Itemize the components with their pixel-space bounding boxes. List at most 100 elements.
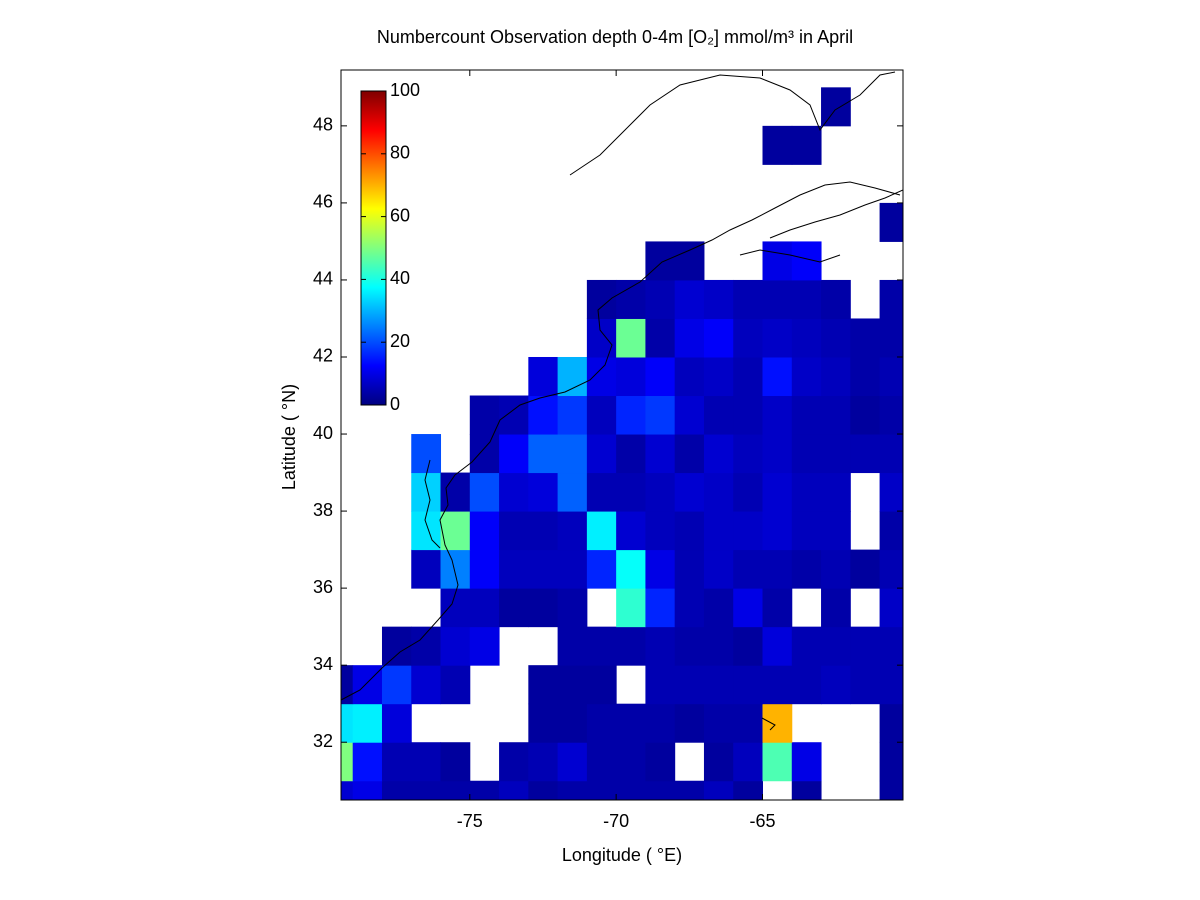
cell xyxy=(791,472,822,512)
cell xyxy=(499,511,529,551)
cell xyxy=(528,511,559,551)
colorbar-tick-label: 80 xyxy=(390,143,410,163)
cell xyxy=(703,511,734,551)
cell xyxy=(557,665,588,705)
cell xyxy=(821,626,851,666)
cell xyxy=(703,395,734,435)
cell xyxy=(645,742,676,782)
cell xyxy=(821,549,851,589)
cell xyxy=(821,87,851,127)
x-tick-label: -70 xyxy=(603,811,629,831)
y-tick-label: 40 xyxy=(313,423,333,443)
cell xyxy=(879,356,903,397)
cell xyxy=(499,549,529,589)
cell xyxy=(674,434,705,474)
cell xyxy=(499,780,529,800)
cell xyxy=(733,703,763,743)
cell xyxy=(440,780,471,800)
cell xyxy=(879,472,903,512)
cell xyxy=(733,742,763,782)
cell xyxy=(674,395,705,435)
cell xyxy=(674,549,705,589)
cell xyxy=(879,549,903,589)
cell xyxy=(703,549,734,589)
cell xyxy=(469,395,500,435)
cell xyxy=(791,665,822,705)
cell xyxy=(674,780,705,800)
cell xyxy=(616,703,646,743)
cell xyxy=(645,588,676,628)
cell xyxy=(411,549,442,589)
cell xyxy=(733,318,763,358)
colorbar-tick-label: 40 xyxy=(390,268,410,288)
cell xyxy=(762,395,793,435)
cell xyxy=(791,780,822,800)
cell xyxy=(440,549,471,589)
y-axis-label: Latitude ( °N) xyxy=(279,384,299,490)
cell xyxy=(791,549,822,589)
cells xyxy=(341,87,903,800)
cell xyxy=(616,434,646,474)
cell xyxy=(791,279,822,319)
cell xyxy=(499,434,529,474)
cell xyxy=(616,549,646,589)
cell xyxy=(762,356,793,397)
x-axis-label: Longitude ( °E) xyxy=(562,845,682,865)
cell xyxy=(411,665,442,705)
cell xyxy=(616,356,646,397)
plot-frame xyxy=(340,69,904,801)
cell xyxy=(411,472,442,512)
cell xyxy=(762,472,793,512)
cell xyxy=(381,780,412,800)
cell xyxy=(821,318,851,358)
y-tick-label: 34 xyxy=(313,654,333,674)
cell xyxy=(791,434,822,474)
cell xyxy=(645,356,676,397)
cell xyxy=(879,434,903,474)
y-tick-label: 42 xyxy=(313,346,333,366)
colorbar-tick-label: 60 xyxy=(390,205,410,225)
cell xyxy=(586,434,617,474)
cell xyxy=(850,356,881,397)
cell xyxy=(557,742,588,782)
cell xyxy=(440,665,471,705)
cell xyxy=(499,472,529,512)
cell xyxy=(762,511,793,551)
cell xyxy=(733,279,763,319)
cell xyxy=(528,588,559,628)
cell xyxy=(791,511,822,551)
axes: -75 -70 -65 32 34 36 38 40 42 44 46 48 xyxy=(313,70,903,831)
cell xyxy=(469,626,500,666)
cell xyxy=(791,395,822,435)
cell xyxy=(703,434,734,474)
cell xyxy=(616,318,646,358)
cell xyxy=(586,395,617,435)
cell xyxy=(733,588,763,628)
cell xyxy=(821,588,851,628)
cell xyxy=(703,742,734,782)
cell xyxy=(733,356,763,397)
cell xyxy=(762,703,793,743)
cell xyxy=(879,279,903,319)
cell xyxy=(703,356,734,397)
cell xyxy=(586,318,617,358)
cell xyxy=(645,241,676,281)
cell xyxy=(586,780,617,800)
cell xyxy=(821,356,851,397)
cell xyxy=(674,703,705,743)
cell xyxy=(762,626,793,666)
cell xyxy=(674,241,705,281)
cell xyxy=(645,511,676,551)
colorbar xyxy=(361,91,386,405)
cell xyxy=(381,665,412,705)
cell xyxy=(586,703,617,743)
cell xyxy=(616,780,646,800)
cell xyxy=(586,472,617,512)
cell xyxy=(616,472,646,512)
cell xyxy=(762,434,793,474)
cell xyxy=(352,703,383,743)
cell xyxy=(879,395,903,435)
cell xyxy=(733,549,763,589)
cell xyxy=(528,703,559,743)
cell xyxy=(791,626,822,666)
